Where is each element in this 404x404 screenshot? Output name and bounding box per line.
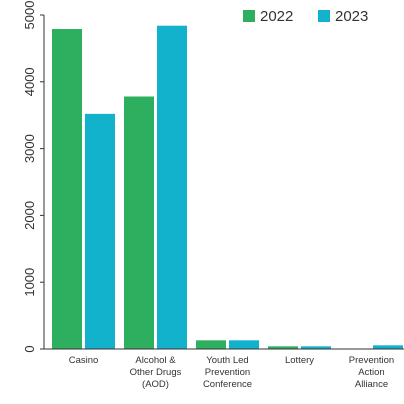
bar-alcohol-other-drugs-aod-2023	[157, 25, 187, 350]
y-tick-label: 4000	[22, 67, 37, 96]
legend-label-2023: 2023	[335, 8, 368, 25]
y-axis: 0 1000 2000 3000 4000 5000	[22, 1, 45, 353]
bar-lottery-2023	[301, 346, 331, 349]
x-tick-label: Alcohol & Other Drugs (AOD)	[130, 355, 182, 390]
bar-casino-2023	[85, 113, 115, 349]
y-tick-label: 1000	[22, 268, 37, 297]
x-tick-label: Casino	[69, 355, 99, 366]
legend-swatch-2022	[243, 10, 255, 22]
legend-label-2022: 2022	[260, 8, 293, 25]
x-tick-label: Prevention Action Alliance	[349, 355, 394, 390]
y-tick-label: 2000	[22, 201, 37, 230]
x-tick-label: Youth Led Prevention Conference	[203, 355, 252, 390]
y-tick-label: 0	[22, 345, 37, 352]
x-tick-label: Lottery	[285, 355, 314, 366]
legend: 2022 2023	[243, 8, 368, 25]
bar-casino-2022	[52, 29, 82, 349]
bar-alcohol-other-drugs-aod-2022	[124, 96, 154, 349]
bar-youth-led-prevention-conference-2023	[229, 340, 259, 349]
bar-prevention-action-alliance-2023	[373, 345, 403, 349]
bar-youth-led-prevention-conference-2022	[196, 340, 226, 349]
y-tick-label: 3000	[22, 134, 37, 163]
x-axis: Casino Alcohol & Other Drugs (AOD) Youth Led…	[44, 348, 404, 390]
y-tick-label: 5000	[22, 1, 37, 30]
bar-lottery-2022	[268, 346, 298, 349]
legend-swatch-2023	[318, 10, 330, 22]
bars	[52, 25, 403, 350]
